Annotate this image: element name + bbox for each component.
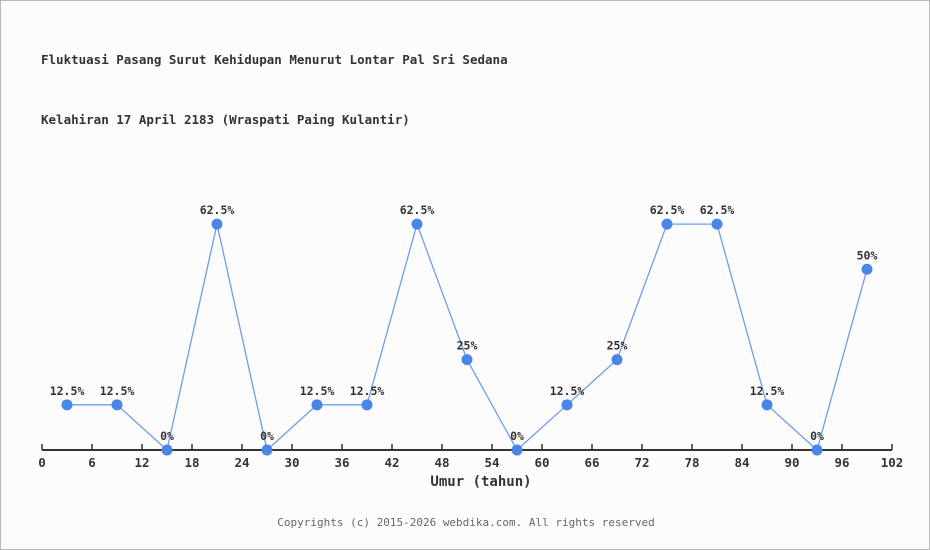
x-axis-tick-label: 12 <box>134 455 149 470</box>
data-point-label: 12.5% <box>100 384 135 398</box>
data-point <box>111 399 123 411</box>
x-axis-tick-label: 90 <box>784 455 799 470</box>
data-point-label: 62.5% <box>700 203 735 217</box>
x-axis-tick-label: 66 <box>584 455 599 470</box>
data-point-label: 62.5% <box>200 203 235 217</box>
data-point <box>811 444 823 456</box>
data-point-label: 12.5% <box>550 384 585 398</box>
x-axis-tick-label: 0 <box>38 455 46 470</box>
data-point-label: 25% <box>457 339 478 353</box>
data-point-label: 0% <box>160 429 174 443</box>
data-point <box>511 444 523 456</box>
chart-title-line2: Kelahiran 17 April 2183 (Wraspati Paing … <box>41 112 410 127</box>
data-point-label: 62.5% <box>400 203 435 217</box>
x-axis-tick-label: 36 <box>334 455 349 470</box>
data-point-label: 0% <box>810 429 824 443</box>
data-point-label: 25% <box>607 339 628 353</box>
data-point <box>761 399 773 411</box>
x-axis-tick-label: 30 <box>284 455 299 470</box>
data-point <box>411 218 423 230</box>
series-line <box>67 221 868 452</box>
x-axis-tick-label: 24 <box>234 455 249 470</box>
chart-title-line1: Fluktuasi Pasang Surut Kehidupan Menurut… <box>41 52 508 67</box>
data-point <box>461 354 473 366</box>
copyright-text: Copyrights (c) 2015-2026 webdika.com. Al… <box>277 516 655 529</box>
data-point <box>561 399 573 411</box>
data-point <box>261 444 273 456</box>
data-point-label: 12.5% <box>50 384 85 398</box>
data-point <box>711 218 723 230</box>
data-point <box>161 444 173 456</box>
data-point <box>361 399 373 411</box>
data-point-label: 62.5% <box>650 203 685 217</box>
data-point-label: 12.5% <box>300 384 335 398</box>
data-point-label: 12.5% <box>750 384 785 398</box>
data-point <box>61 399 73 411</box>
x-axis-tick-label: 60 <box>534 455 549 470</box>
x-axis-tick-label: 54 <box>484 455 499 470</box>
x-axis-tick-label: 96 <box>834 455 849 470</box>
data-point <box>311 399 323 411</box>
data-point <box>661 218 673 230</box>
x-axis-tick-label: 6 <box>88 455 96 470</box>
data-point-label: 0% <box>260 429 274 443</box>
data-point-label: 50% <box>857 248 878 262</box>
x-axis-label: Umur (tahun) <box>430 474 532 490</box>
x-axis-tick-label: 78 <box>684 455 699 470</box>
data-point-label: 0% <box>510 429 524 443</box>
data-point <box>211 218 223 230</box>
x-axis-tick-label: 102 <box>881 455 904 470</box>
x-axis-tick-label: 18 <box>184 455 199 470</box>
x-axis-tick-label: 42 <box>384 455 399 470</box>
data-point-label: 12.5% <box>350 384 385 398</box>
data-point <box>611 354 623 366</box>
x-axis-tick-label: 72 <box>634 455 649 470</box>
x-axis-tick-label: 84 <box>734 455 749 470</box>
x-axis-tick-label: 48 <box>434 455 449 470</box>
chart-title: Fluktuasi Pasang Surut Kehidupan Menurut… <box>41 10 508 170</box>
data-point <box>861 263 873 275</box>
